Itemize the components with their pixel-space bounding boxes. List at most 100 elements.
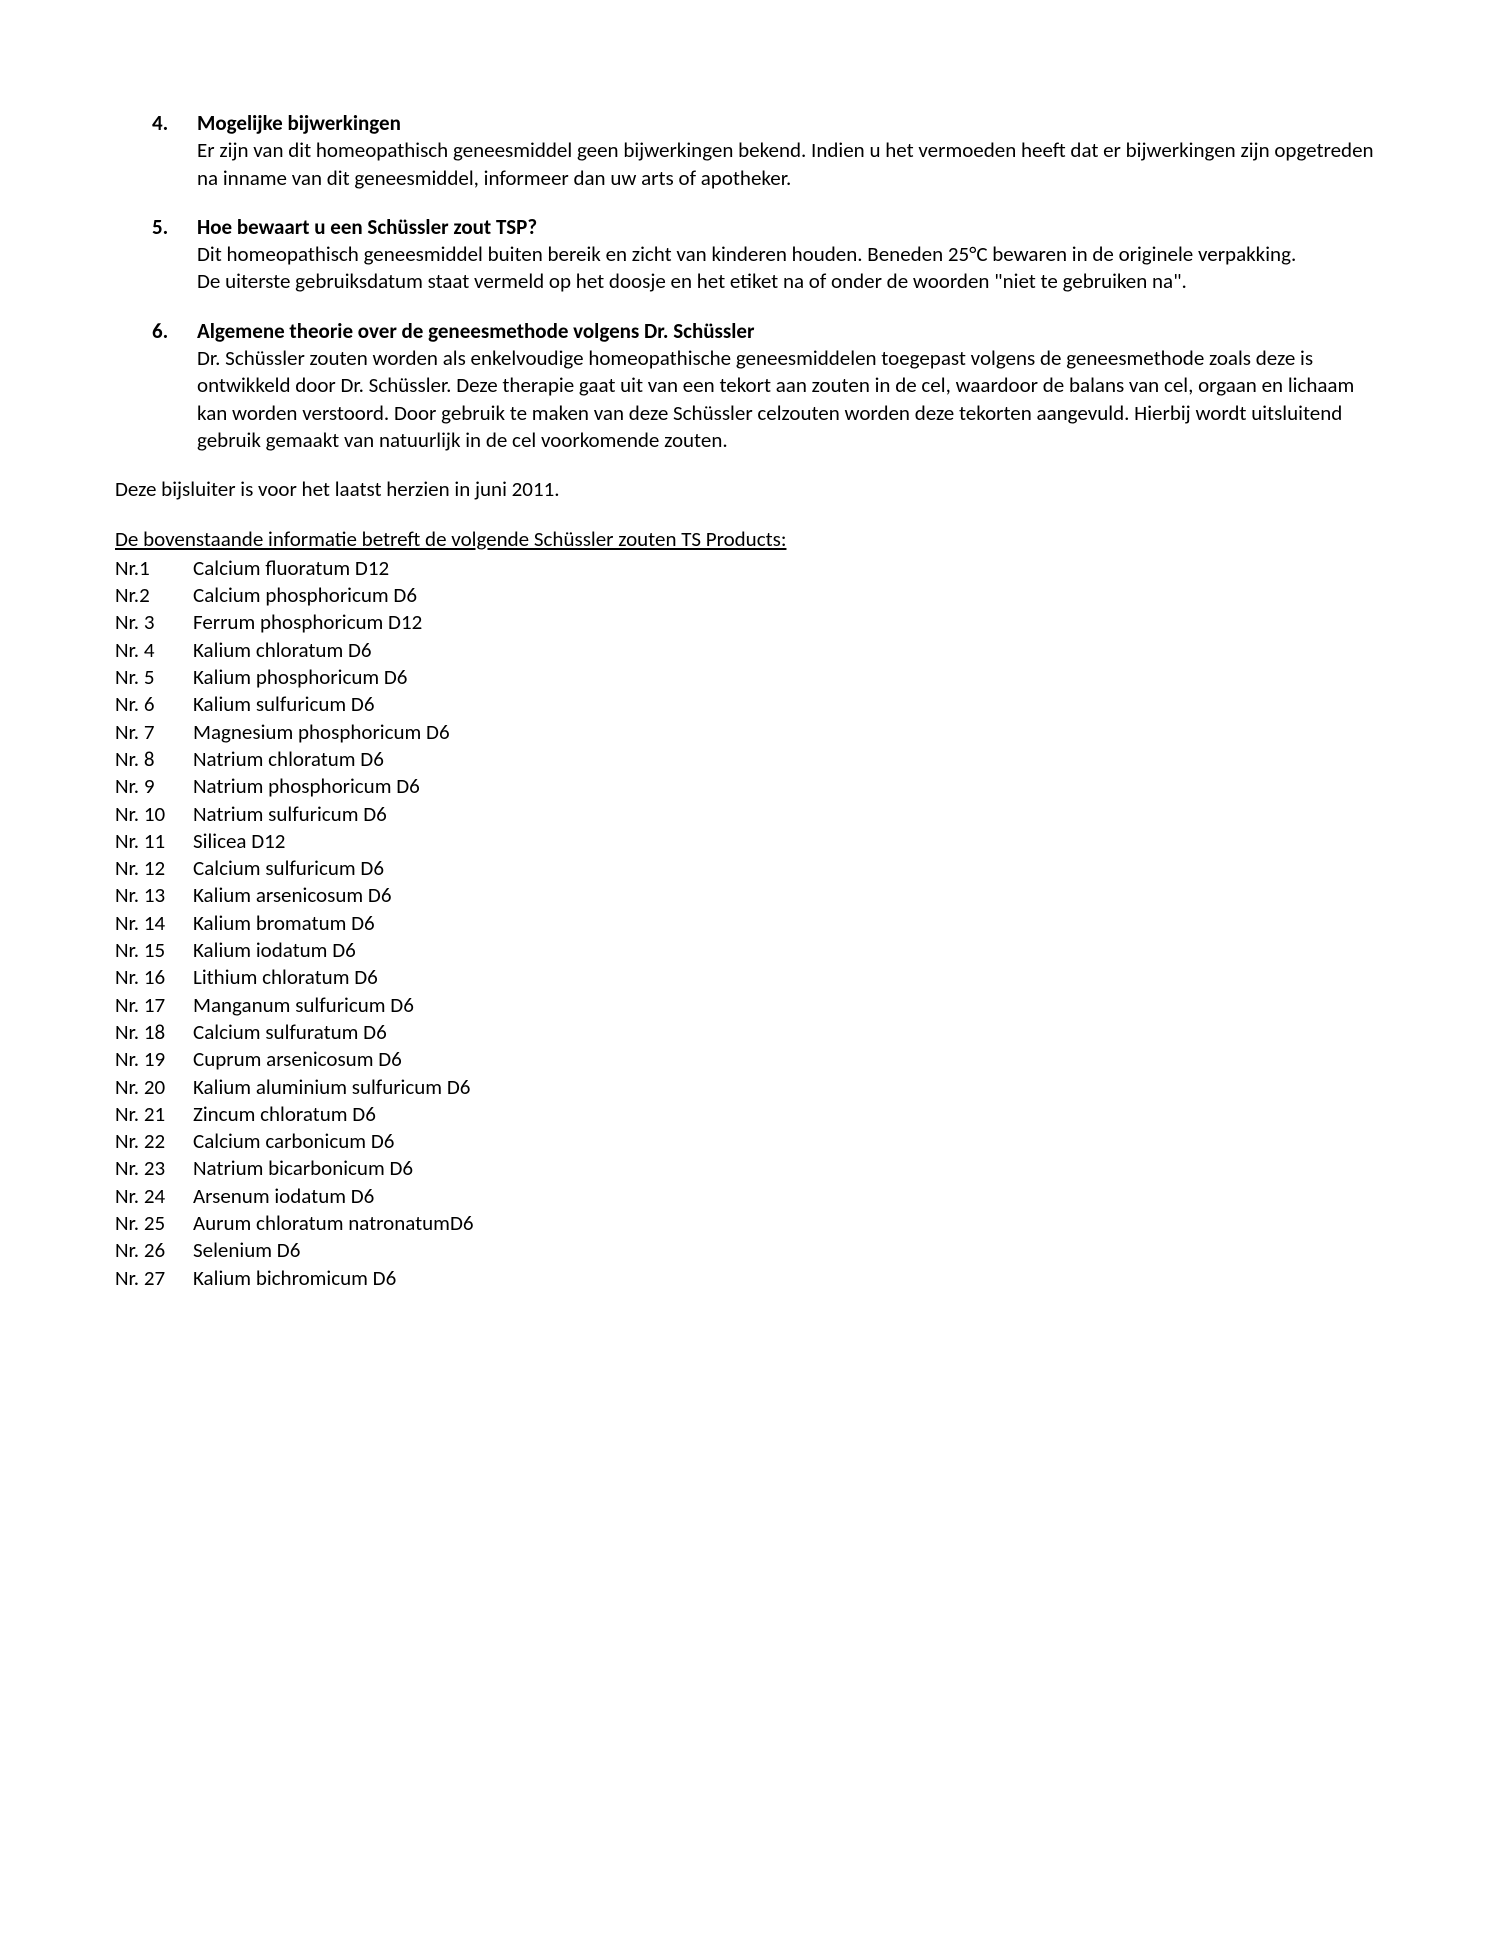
section-body: Dr. Schüssler zouten worden als enkelvou… [197, 345, 1379, 454]
section-4: 4. Mogelijke bijwerkingen Er zijn van di… [152, 110, 1379, 192]
product-name: Kalium bichromicum D6 [193, 1265, 1379, 1292]
product-number: Nr. 26 [115, 1237, 193, 1264]
product-row: Nr. 10Natrium sulfuricum D6 [115, 801, 1379, 828]
product-name: Calcium fluoratum D12 [193, 555, 1379, 582]
product-name: Manganum sulfuricum D6 [193, 992, 1379, 1019]
product-number: Nr. 5 [115, 664, 193, 691]
product-number: Nr. 9 [115, 773, 193, 800]
product-row: Nr. 14Kalium bromatum D6 [115, 910, 1379, 937]
product-row: Nr. 21Zincum chloratum D6 [115, 1101, 1379, 1128]
section-number: 5. [152, 214, 197, 241]
section-number: 4. [152, 110, 197, 137]
product-row: Nr.1Calcium fluoratum D12 [115, 555, 1379, 582]
product-row: Nr. 9Natrium phosphoricum D6 [115, 773, 1379, 800]
product-row: Nr.2Calcium phosphoricum D6 [115, 582, 1379, 609]
product-number: Nr. 14 [115, 910, 193, 937]
product-row: Nr. 20Kalium aluminium sulfuricum D6 [115, 1074, 1379, 1101]
product-row: Nr. 4Kalium chloratum D6 [115, 637, 1379, 664]
product-row: Nr. 26Selenium D6 [115, 1237, 1379, 1264]
product-name: Ferrum phosphoricum D12 [193, 609, 1379, 636]
section-body-row: Dr. Schüssler zouten worden als enkelvou… [152, 345, 1379, 454]
section-body-row: Er zijn van dit homeopathisch geneesmidd… [152, 137, 1379, 192]
product-row: Nr. 3Ferrum phosphoricum D12 [115, 609, 1379, 636]
product-name: Kalium sulfuricum D6 [193, 691, 1379, 718]
product-number: Nr. 24 [115, 1183, 193, 1210]
product-number: Nr. 23 [115, 1155, 193, 1182]
section-heading: Hoe bewaart u een Schüssler zout TSP? [197, 214, 1379, 241]
product-number: Nr. 20 [115, 1074, 193, 1101]
product-name: Kalium iodatum D6 [193, 937, 1379, 964]
product-name: Zincum chloratum D6 [193, 1101, 1379, 1128]
product-name: Kalium phosphoricum D6 [193, 664, 1379, 691]
product-row: Nr. 16Lithium chloratum D6 [115, 964, 1379, 991]
paragraph: De uiterste gebruiksdatum staat vermeld … [197, 268, 1379, 295]
product-number: Nr. 12 [115, 855, 193, 882]
section-heading-row: 6. Algemene theorie over de geneesmethod… [152, 318, 1379, 345]
product-number: Nr. 6 [115, 691, 193, 718]
product-name: Kalium bromatum D6 [193, 910, 1379, 937]
product-number: Nr. 13 [115, 882, 193, 909]
product-number: Nr. 21 [115, 1101, 193, 1128]
product-row: Nr. 12Calcium sulfuricum D6 [115, 855, 1379, 882]
product-row: Nr. 6Kalium sulfuricum D6 [115, 691, 1379, 718]
product-number: Nr. 25 [115, 1210, 193, 1237]
product-row: Nr. 15Kalium iodatum D6 [115, 937, 1379, 964]
product-name: Kalium arsenicosum D6 [193, 882, 1379, 909]
product-number: Nr. 17 [115, 992, 193, 1019]
product-name: Natrium phosphoricum D6 [193, 773, 1379, 800]
product-name: Cuprum arsenicosum D6 [193, 1046, 1379, 1073]
products-intro: De bovenstaande informatie betreft de vo… [115, 526, 1379, 553]
section-5: 5. Hoe bewaart u een Schüssler zout TSP?… [152, 214, 1379, 296]
product-name: Kalium chloratum D6 [193, 637, 1379, 664]
product-row: Nr. 5Kalium phosphoricum D6 [115, 664, 1379, 691]
product-name: Aurum chloratum natronatumD6 [193, 1210, 1379, 1237]
product-number: Nr. 15 [115, 937, 193, 964]
section-body-row: Dit homeopathisch geneesmiddel buiten be… [152, 241, 1379, 296]
product-number: Nr.1 [115, 555, 193, 582]
product-name: Calcium phosphoricum D6 [193, 582, 1379, 609]
product-row: Nr. 17Manganum sulfuricum D6 [115, 992, 1379, 1019]
product-number: Nr.2 [115, 582, 193, 609]
product-name: Magnesium phosphoricum D6 [193, 719, 1379, 746]
product-row: Nr. 13Kalium arsenicosum D6 [115, 882, 1379, 909]
product-row: Nr. 7Magnesium phosphoricum D6 [115, 719, 1379, 746]
product-name: Natrium chloratum D6 [193, 746, 1379, 773]
product-number: Nr. 11 [115, 828, 193, 855]
numbered-sections: 4. Mogelijke bijwerkingen Er zijn van di… [152, 110, 1379, 454]
product-number: Nr. 22 [115, 1128, 193, 1155]
product-row: Nr. 8Natrium chloratum D6 [115, 746, 1379, 773]
product-number: Nr. 7 [115, 719, 193, 746]
paragraph: Er zijn van dit homeopathisch geneesmidd… [197, 137, 1379, 192]
product-number: Nr. 4 [115, 637, 193, 664]
product-number: Nr. 16 [115, 964, 193, 991]
product-row: Nr. 22Calcium carbonicum D6 [115, 1128, 1379, 1155]
section-number: 6. [152, 318, 197, 345]
product-number: Nr. 10 [115, 801, 193, 828]
product-row: Nr. 18Calcium sulfuratum D6 [115, 1019, 1379, 1046]
product-name: Selenium D6 [193, 1237, 1379, 1264]
product-row: Nr. 23Natrium bicarbonicum D6 [115, 1155, 1379, 1182]
product-row: Nr. 11Silicea D12 [115, 828, 1379, 855]
section-body: Dit homeopathisch geneesmiddel buiten be… [197, 241, 1379, 296]
product-name: Arsenum iodatum D6 [193, 1183, 1379, 1210]
product-row: Nr. 24Arsenum iodatum D6 [115, 1183, 1379, 1210]
paragraph: Dit homeopathisch geneesmiddel buiten be… [197, 241, 1379, 268]
product-number: Nr. 8 [115, 746, 193, 773]
product-row: Nr. 25Aurum chloratum natronatumD6 [115, 1210, 1379, 1237]
revision-line: Deze bijsluiter is voor het laatst herzi… [115, 476, 1379, 503]
section-heading-row: 5. Hoe bewaart u een Schüssler zout TSP? [152, 214, 1379, 241]
product-number: Nr. 3 [115, 609, 193, 636]
product-name: Natrium sulfuricum D6 [193, 801, 1379, 828]
section-6: 6. Algemene theorie over de geneesmethod… [152, 318, 1379, 454]
product-name: Natrium bicarbonicum D6 [193, 1155, 1379, 1182]
product-name: Calcium sulfuratum D6 [193, 1019, 1379, 1046]
product-name: Silicea D12 [193, 828, 1379, 855]
product-number: Nr. 19 [115, 1046, 193, 1073]
section-body: Er zijn van dit homeopathisch geneesmidd… [197, 137, 1379, 192]
product-number: Nr. 18 [115, 1019, 193, 1046]
section-heading: Mogelijke bijwerkingen [197, 110, 1379, 137]
product-list: Nr.1Calcium fluoratum D12Nr.2Calcium pho… [115, 555, 1379, 1292]
section-heading: Algemene theorie over de geneesmethode v… [197, 318, 1379, 345]
section-heading-row: 4. Mogelijke bijwerkingen [152, 110, 1379, 137]
product-number: Nr. 27 [115, 1265, 193, 1292]
